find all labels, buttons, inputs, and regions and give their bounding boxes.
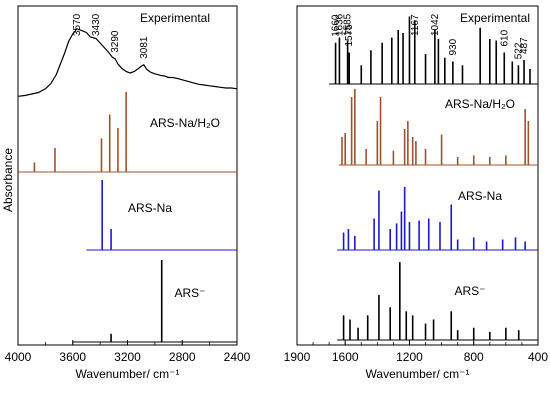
right-panel-frame [296,5,539,346]
right-experimental-peak-annotation: 610 [499,29,510,46]
right-x-tick-label: 1900 [284,350,311,364]
right-ars-na-h2o-label: ARS-Na/H₂O [445,97,515,111]
right-ars-na-label: ARS-Na [458,189,502,203]
left-ars-anion-label: ARS⁻ [174,286,205,300]
left-experimental-peak-annotation: 3081 [139,36,150,59]
right-x-axis-label: Wavenumber/ cm⁻¹ [366,367,470,381]
left-x-tick-label: 2800 [169,350,196,364]
left-ars-na-h2o-label: ARS-Na/H₂O [150,116,220,130]
right-ars-anion-label: ARS⁻ [454,284,485,298]
left-x-axis-label: Wavenumber/ cm⁻¹ [76,367,180,381]
left-ars-na-label: ARS-Na [128,201,172,215]
left-experimental-spectrum-line [17,28,238,97]
left-x-tick-label: 2400 [224,350,251,364]
left-experimental-peak-annotation: 3570 [72,13,83,36]
right-experimental-peak-annotation: 1575 [344,24,355,47]
left-x-tick-label: 4000 [5,350,32,364]
right-experimental-peak-annotation: 522 [513,42,524,59]
right-experimental-peak-annotation: 1660 [331,14,342,37]
left-x-tick-label: 3200 [114,350,141,364]
right-x-tick-label: 1200 [396,350,423,364]
left-x-tick-label: 3600 [59,350,86,364]
right-experimental-peak-annotation: 930 [448,38,459,55]
right-experimental-label: Experimental [460,11,530,25]
right-experimental-peak-annotation: 1167 [410,14,421,36]
right-experimental-peak-annotation: 1042 [430,13,441,36]
y-axis-label: Absorbance [1,148,15,212]
right-x-tick-label: 400 [528,350,548,364]
right-experimental-peak-annotation: 487 [519,37,530,54]
right-x-tick-label: 800 [464,350,484,364]
left-experimental-label: Experimental [140,11,210,25]
left-experimental-peak-annotation: 3290 [110,30,121,53]
right-experimental-peak-annotation: 1585 [343,13,354,36]
right-x-tick-label: 1600 [332,350,359,364]
left-experimental-peak-annotation: 3430 [91,13,102,36]
right-experimental-peak-annotation: 1636 [334,13,345,36]
